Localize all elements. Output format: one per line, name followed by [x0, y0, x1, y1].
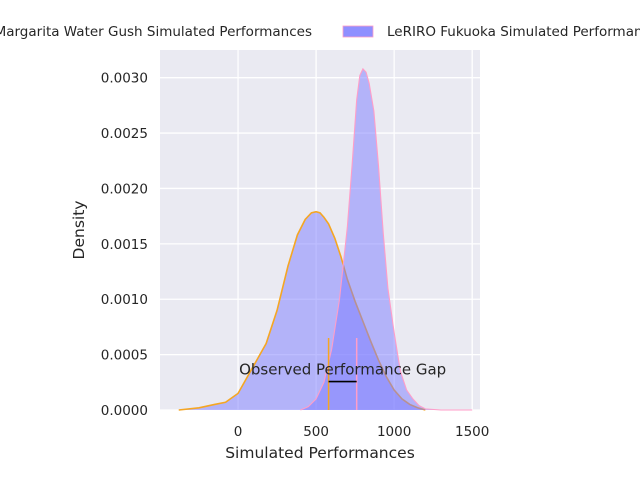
- gap-annotation-text: Observed Performance Gap: [239, 361, 446, 379]
- y-tick-label: 0.0025: [101, 126, 148, 142]
- legend: Margarita Water Gush Simulated Performan…: [0, 24, 640, 40]
- density-line-2: [300, 67, 473, 411]
- y-tick-label: 0.0015: [101, 237, 148, 253]
- x-axis-ticks: 0 500 1000 1500: [234, 424, 490, 440]
- y-tick-label: 0.0030: [101, 71, 148, 87]
- x-tick-label: 500: [303, 424, 329, 440]
- y-tick-label: 0.0010: [101, 292, 148, 308]
- legend-label-1: Margarita Water Gush Simulated Performan…: [0, 24, 312, 40]
- x-tick-label: 1000: [377, 424, 411, 440]
- x-tick-label: 0: [234, 424, 243, 440]
- density-area-2: [300, 68, 473, 410]
- y-axis-label: Density: [70, 201, 88, 260]
- y-tick-label: 0.0000: [101, 403, 148, 419]
- y-tick-label: 0.0005: [101, 348, 148, 364]
- x-tick-label: 1500: [455, 424, 489, 440]
- y-axis-ticks: 0.0000 0.0005 0.0010 0.0015 0.0020 0.0025 0.00…: [101, 71, 148, 419]
- x-axis-label: Simulated Performances: [225, 444, 415, 462]
- series-layer: [178, 67, 473, 411]
- annotation-layer: Observed Performance Gap: [239, 338, 446, 410]
- y-tick-label: 0.0020: [101, 181, 148, 197]
- legend-swatch-2: [342, 25, 374, 38]
- legend-label-2: LeRIRO Fukuoka Simulated Performances: [387, 24, 640, 40]
